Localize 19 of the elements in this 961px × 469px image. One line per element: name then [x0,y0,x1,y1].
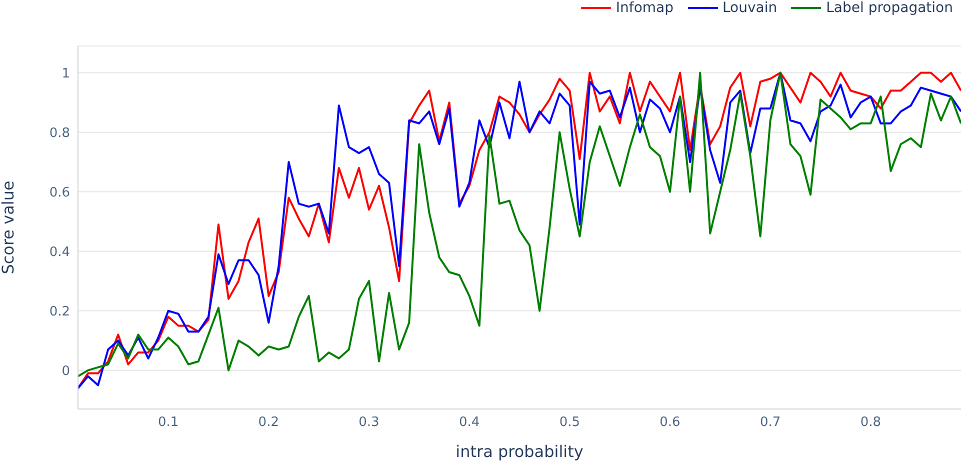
y-tick-label: 0 [62,364,70,379]
legend-label: Label propagation [825,0,953,16]
x-tick-label: 0.5 [559,415,580,430]
y-tick-label: 0.4 [49,244,70,260]
x-tick-label: 0.4 [458,415,480,430]
x-tick-label: 0.1 [158,415,179,430]
y-tick-label: 1 [62,66,70,82]
y-tick-label: 0.8 [49,126,70,141]
y-tick-label: 0.6 [49,185,70,200]
x-tick-label: 0.3 [358,415,380,430]
x-tick-label: 0.2 [258,415,279,430]
legend-label: Louvain [722,0,778,16]
x-tick-label: 0.7 [760,415,781,430]
y-tick-label: 0.2 [49,304,70,320]
y-axis-title: Score value [0,180,18,274]
legend-label: Infomap [614,0,674,16]
x-tick-label: 0.6 [660,415,680,430]
x-tick-label: 0.8 [860,415,882,430]
x-axis-title: intra probability [456,442,584,461]
